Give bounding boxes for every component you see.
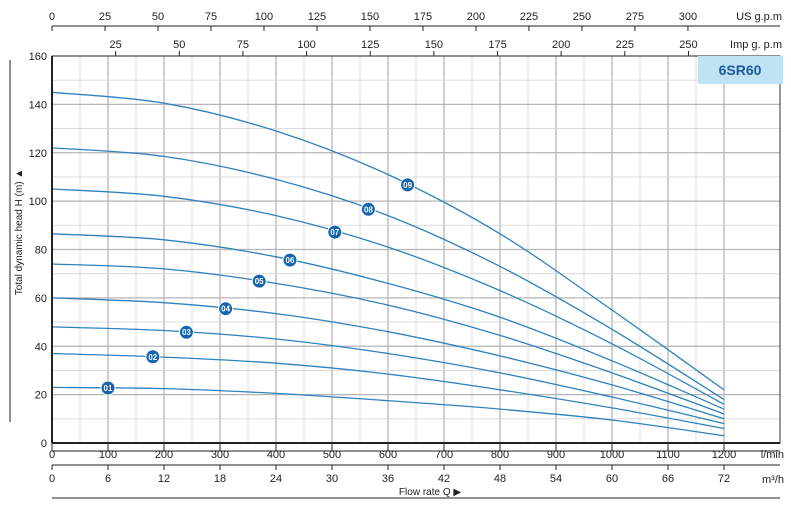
curve-07 xyxy=(51,188,725,405)
m3h-tick-label: 18 xyxy=(214,473,226,485)
m3h-tick-label: 36 xyxy=(382,473,394,485)
us-gpm-tick-label: 300 xyxy=(679,11,697,23)
grid xyxy=(51,55,780,444)
lmin-tick-label: 400 xyxy=(267,449,285,461)
imp-gpm-tick-label: 125 xyxy=(361,39,379,51)
curve-marker-label: 06 xyxy=(286,256,295,265)
curve-marker-04 xyxy=(218,301,234,317)
curve-marker-05 xyxy=(251,273,267,289)
us-gpm-tick-label: 225 xyxy=(520,11,538,23)
performance-curves xyxy=(51,91,725,437)
curve-06 xyxy=(51,233,725,410)
us-gpm-unit: US g.p.m xyxy=(736,11,782,23)
y-tick-label: 40 xyxy=(35,341,47,353)
x-axis-title: Flow rate Q ▶ xyxy=(399,487,461,498)
m3h-tick-label: 72 xyxy=(718,473,730,485)
model-badge: 6SR60 xyxy=(719,62,762,78)
m3h-tick-label: 30 xyxy=(326,473,338,485)
imp-gpm-tick-label: 225 xyxy=(616,39,634,51)
lmin-tick-label: 1200 xyxy=(712,449,736,461)
y-tick-label: 140 xyxy=(29,99,47,111)
lmin-tick-label: 500 xyxy=(323,449,341,461)
axes-frame xyxy=(9,25,781,499)
imp-gpm-tick-label: 250 xyxy=(679,39,697,51)
curve-05 xyxy=(51,263,725,415)
curve-marker-label: 02 xyxy=(148,353,157,362)
imp-gpm-tick-label: 150 xyxy=(425,39,443,51)
us-gpm-tick-label: 275 xyxy=(626,11,644,23)
us-gpm-tick-label: 100 xyxy=(255,11,273,23)
y-tick-label: 100 xyxy=(29,196,47,208)
curve-09 xyxy=(51,91,725,391)
imp-gpm-tick-label: 25 xyxy=(110,39,122,51)
imp-gpm-tick-label: 200 xyxy=(552,39,570,51)
model-badge-box xyxy=(698,56,783,84)
us-gpm-tick-label: 25 xyxy=(99,11,111,23)
curve-marker-09 xyxy=(400,177,416,193)
lmin-tick-label: 800 xyxy=(491,449,509,461)
curve-04 xyxy=(51,297,725,420)
imp-gpm-tick-label: 100 xyxy=(297,39,315,51)
imp-gpm-tick-label: 175 xyxy=(488,39,506,51)
y-tick-label: 120 xyxy=(29,148,47,160)
curve-marker-label: 01 xyxy=(104,384,113,393)
imp-gpm-tick-label: 50 xyxy=(173,39,185,51)
curve-marker-label: 05 xyxy=(255,277,264,286)
lmin-unit: l/min xyxy=(761,449,784,461)
lmin-tick-label: 1000 xyxy=(600,449,624,461)
m3h-tick-label: 42 xyxy=(438,473,450,485)
curve-marker-06 xyxy=(282,252,298,268)
curve-marker-label: 09 xyxy=(403,181,412,190)
m3h-tick-label: 60 xyxy=(606,473,618,485)
m3h-tick-label: 6 xyxy=(105,473,111,485)
curve-01 xyxy=(51,386,725,437)
curve-08 xyxy=(51,147,725,401)
lmin-tick-label: 100 xyxy=(99,449,117,461)
curve-marker-01 xyxy=(100,380,116,396)
y-tick-label: 80 xyxy=(35,245,47,257)
y-tick-label: 0 xyxy=(41,438,47,450)
us-gpm-tick-label: 125 xyxy=(308,11,326,23)
us-gpm-tick-label: 250 xyxy=(573,11,591,23)
lmin-tick-label: 600 xyxy=(379,449,397,461)
lmin-tick-label: 700 xyxy=(435,449,453,461)
curve-marker-07 xyxy=(327,224,343,240)
lmin-tick-label: 200 xyxy=(155,449,173,461)
lmin-tick-label: 0 xyxy=(49,449,55,461)
us-gpm-tick-label: 75 xyxy=(205,11,217,23)
curve-02 xyxy=(51,352,725,430)
curve-marker-label: 03 xyxy=(182,328,191,337)
imp-gpm-unit: Imp g. p.m xyxy=(730,39,782,51)
curve-marker-label: 04 xyxy=(221,305,230,314)
us-gpm-tick-label: 150 xyxy=(361,11,379,23)
curve-marker-label: 08 xyxy=(364,205,373,214)
lmin-tick-label: 900 xyxy=(547,449,565,461)
us-gpm-tick-label: 200 xyxy=(467,11,485,23)
curve-marker-08 xyxy=(360,201,376,217)
us-gpm-tick-label: 50 xyxy=(152,11,164,23)
curve-markers: 01 02 03 04 05 06 07 08 09 xyxy=(100,177,416,396)
curve-03 xyxy=(51,326,725,425)
m3h-tick-label: 66 xyxy=(662,473,674,485)
m3h-unit: m³/h xyxy=(762,474,784,486)
m3h-tick-label: 54 xyxy=(550,473,562,485)
y-axis-title: Total dynamic head H (m) ▲ xyxy=(14,169,25,296)
y-tick-label: 160 xyxy=(29,51,47,63)
m3h-tick-label: 48 xyxy=(494,473,506,485)
curve-marker-03 xyxy=(178,324,194,340)
m3h-tick-label: 0 xyxy=(49,473,55,485)
imp-gpm-tick-label: 75 xyxy=(237,39,249,51)
curve-marker-label: 07 xyxy=(330,228,339,237)
us-gpm-tick-label: 175 xyxy=(414,11,432,23)
us-gpm-tick-label: 0 xyxy=(49,11,55,23)
y-tick-label: 20 xyxy=(35,390,47,402)
lmin-tick-label: 300 xyxy=(211,449,229,461)
curve-marker-02 xyxy=(145,349,161,365)
m3h-tick-label: 12 xyxy=(158,473,170,485)
m3h-tick-label: 24 xyxy=(270,473,282,485)
y-tick-label: 60 xyxy=(35,293,47,305)
lmin-tick-label: 1100 xyxy=(656,449,680,461)
